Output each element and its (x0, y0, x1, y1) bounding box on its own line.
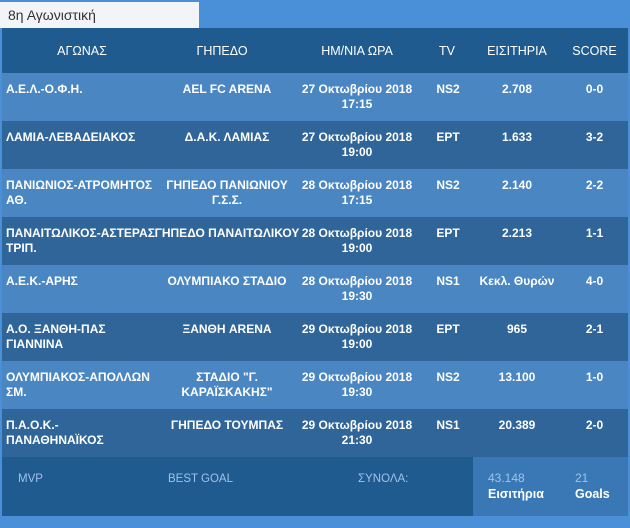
tickets: 2.708 (501, 82, 533, 96)
tv-channel: NS2 (436, 178, 460, 192)
header-tickets: ΕΙΣΙΤΗΡΙΑ (487, 43, 547, 58)
venue: ΣΤΑΔΙΟ "Γ. ΚΑΡΑΪΣΚΑΚΗΣ" (181, 370, 273, 399)
score: 0-0 (585, 82, 604, 96)
tv-channel: ΕΡΤ (436, 226, 460, 240)
score: 2-2 (585, 178, 604, 192)
datetime: 28 Οκτωβρίου 2018 19:30 (301, 274, 413, 303)
match-name: Α.Ε.Λ.-Ο.Φ.Η. (6, 82, 83, 96)
datetime: 29 Οκτωβρίου 2018 21:30 (301, 418, 413, 447)
match-name: ΠΑΝΑΙΤΩΛΙΚΟΣ-ΑΣΤΕΡΑΣ ΤΡΙΠ. (6, 226, 155, 255)
tv-channel: ΕΡΤ (436, 322, 460, 336)
header-datetime: ΗΜ/ΝΙΑ ΩΡΑ (321, 43, 393, 58)
score: 2-1 (585, 322, 604, 336)
venue: ΓΗΠΕΔΟ ΠΑΝΙΩΝΙΟΥ Γ.Σ.Σ. (166, 178, 288, 207)
table-row[interactable]: Α.Ε.Κ.-ΑΡΗΣ ΟΛΥΜΠΙΑΚΟ ΣΤΑΔΙΟ 28 Οκτωβρίο… (2, 265, 628, 313)
header-venue: ΓΗΠΕΔΟ (196, 43, 248, 58)
header-score: SCORE (572, 43, 617, 58)
datetime: 29 Οκτωβρίου 2018 19:00 (301, 322, 413, 351)
totals-box: 43.148 Εισιτήρια 21 Goals (473, 457, 628, 516)
table-row[interactable]: ΟΛΥΜΠΙΑΚΟΣ-ΑΠΟΛΛΩΝ ΣΜ. ΣΤΑΔΙΟ "Γ. ΚΑΡΑΪΣ… (2, 361, 628, 409)
tickets: Κεκλ. Θυρών (479, 274, 555, 288)
score: 2-0 (585, 418, 604, 432)
match-name: ΟΛΥΜΠΙΑΚΟΣ-ΑΠΟΛΛΩΝ ΣΜ. (6, 370, 150, 399)
match-name: Α.Ο. ΞΑΝΘΗ-ΠΑΣ ΓΙΑΝΝΙΝΑ (6, 322, 106, 351)
mvp-label: MVP (18, 473, 43, 485)
tickets: 1.633 (501, 130, 533, 144)
fixtures-panel: ΑΓΩΝΑΣ ΓΗΠΕΔΟ ΗΜ/ΝΙΑ ΩΡΑ TV ΕΙΣΙΤΗΡΙΑ SC… (2, 28, 628, 516)
tickets: 2.213 (501, 226, 533, 240)
datetime: 29 Οκτωβρίου 2018 19:30 (301, 370, 413, 399)
venue: ΓΗΠΕΔΟ ΤΟΥΜΠΑΣ (170, 418, 284, 432)
tv-channel: NS1 (436, 418, 460, 432)
venue: ΞΑΝΘΗ ARENA (182, 322, 272, 336)
tickets: 13.100 (498, 370, 536, 384)
best-goal-label: BEST GOAL (168, 473, 233, 485)
tv-channel: NS1 (436, 274, 460, 288)
bottom-bar (0, 516, 630, 528)
match-name: ΠΑΝΙΩΝΙΟΣ-ΑΤΡΟΜΗΤΟΣ ΑΘ. (6, 178, 153, 207)
tickets: 20.389 (498, 418, 536, 432)
table-row[interactable]: ΠΑΝΙΩΝΙΟΣ-ΑΤΡΟΜΗΤΟΣ ΑΘ. ΓΗΠΕΔΟ ΠΑΝΙΩΝΙΟΥ… (2, 169, 628, 217)
datetime: 27 Οκτωβρίου 2018 17:15 (301, 82, 413, 111)
tickets: 965 (506, 322, 528, 336)
match-name: Α.Ε.Κ.-ΑΡΗΣ (6, 274, 78, 288)
table-row[interactable]: Α.Ε.Λ.-Ο.Φ.Η. AEL FC ARENA 27 Οκτωβρίου … (2, 73, 628, 121)
tv-channel: ΕΡΤ (436, 130, 460, 144)
header-tv: TV (439, 43, 455, 58)
tv-channel: NS2 (436, 370, 460, 384)
goals-total-label: Goals (575, 487, 610, 501)
datetime: 27 Οκτωβρίου 2018 19:00 (301, 130, 413, 159)
totals-label: ΣΥΝΟΛΑ: (358, 473, 409, 485)
datetime: 28 Οκτωβρίου 2018 17:15 (301, 178, 413, 207)
score: 1-1 (585, 226, 604, 240)
score: 3-2 (585, 130, 604, 144)
score: 1-0 (585, 370, 604, 384)
round-tab[interactable]: 8η Αγωνιστική (0, 2, 199, 28)
tickets: 2.140 (501, 178, 533, 192)
match-name: ΛΑΜΙΑ-ΛΕΒΑΔΕΙΑΚΟΣ (6, 130, 136, 144)
datetime: 28 Οκτωβρίου 2018 19:00 (301, 226, 413, 255)
tickets-total: 43.148 (488, 471, 525, 485)
tv-channel: NS2 (436, 82, 460, 96)
fixtures-rows: Α.Ε.Λ.-Ο.Φ.Η. AEL FC ARENA 27 Οκτωβρίου … (2, 73, 628, 457)
venue: ΟΛΥΜΠΙΑΚΟ ΣΤΑΔΙΟ (167, 274, 287, 288)
table-footer: MVP BEST GOAL ΣΥΝΟΛΑ: 43.148 Εισιτήρια 2… (2, 457, 628, 516)
table-row[interactable]: Α.Ο. ΞΑΝΘΗ-ΠΑΣ ΓΙΑΝΝΙΝΑ ΞΑΝΘΗ ARENA 29 Ο… (2, 313, 628, 361)
venue: ΓΗΠΕΔΟ ΠΑΝΑΙΤΩΛΙΚΟΥ (154, 226, 300, 240)
table-row[interactable]: ΛΑΜΙΑ-ΛΕΒΑΔΕΙΑΚΟΣ Δ.Α.Κ. ΛΑΜΙΑΣ 27 Οκτωβ… (2, 121, 628, 169)
match-name: Π.Α.Ο.Κ.-ΠΑΝΑΘΗΝΑΪΚΟΣ (6, 418, 104, 447)
table-row[interactable]: Π.Α.Ο.Κ.-ΠΑΝΑΘΗΝΑΪΚΟΣ ΓΗΠΕΔΟ ΤΟΥΜΠΑΣ 29 … (2, 409, 628, 457)
score: 4-0 (585, 274, 604, 288)
goals-total: 21 (575, 471, 589, 485)
table-header: ΑΓΩΝΑΣ ΓΗΠΕΔΟ ΗΜ/ΝΙΑ ΩΡΑ TV ΕΙΣΙΤΗΡΙΑ SC… (2, 28, 628, 73)
venue: Δ.Α.Κ. ΛΑΜΙΑΣ (184, 130, 270, 144)
table-row[interactable]: ΠΑΝΑΙΤΩΛΙΚΟΣ-ΑΣΤΕΡΑΣ ΤΡΙΠ. ΓΗΠΕΔΟ ΠΑΝΑΙΤ… (2, 217, 628, 265)
venue: AEL FC ARENA (182, 82, 272, 96)
tickets-total-label: Εισιτήρια (488, 487, 544, 501)
header-match: ΑΓΩΝΑΣ (57, 43, 107, 58)
